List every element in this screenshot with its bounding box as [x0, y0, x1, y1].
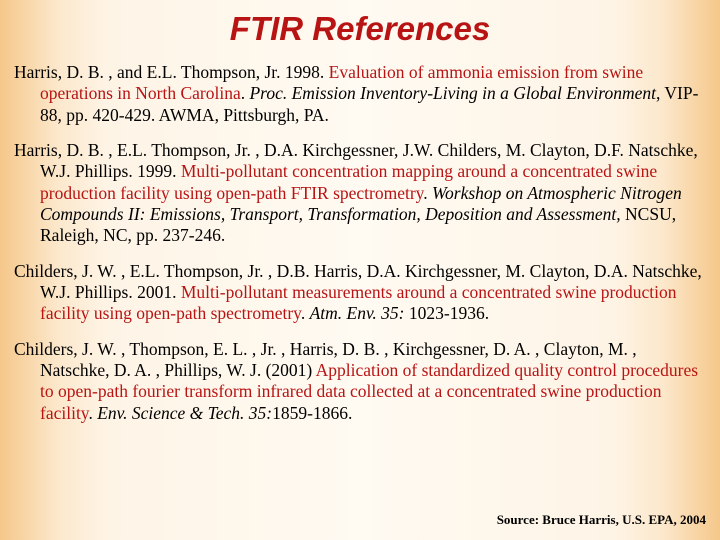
ref-text: Harris, D. B. , and E.L. Thompson, Jr. 1… — [14, 62, 329, 82]
source-attribution: Source: Bruce Harris, U.S. EPA, 2004 — [497, 512, 706, 528]
page-title: FTIR References — [14, 10, 706, 48]
reference-item: Harris, D. B. , and E.L. Thompson, Jr. 1… — [14, 62, 706, 126]
ref-text: 1023-1936. — [405, 303, 490, 323]
reference-item: Childers, J. W. , Thompson, E. L. , Jr. … — [14, 339, 706, 424]
ref-italic: Proc. Emission Inventory-Living in a Glo… — [249, 83, 656, 103]
ref-text: . — [301, 303, 310, 323]
ref-italic: Env. Science & Tech. 35: — [97, 403, 272, 423]
reference-item: Childers, J. W. , E.L. Thompson, Jr. , D… — [14, 261, 706, 325]
ref-text: . — [423, 183, 432, 203]
ref-italic: Atm. Env. 35: — [310, 303, 405, 323]
ref-text: . — [88, 403, 97, 423]
ref-text: 1859-1866. — [272, 403, 352, 423]
reference-item: Harris, D. B. , E.L. Thompson, Jr. , D.A… — [14, 140, 706, 247]
